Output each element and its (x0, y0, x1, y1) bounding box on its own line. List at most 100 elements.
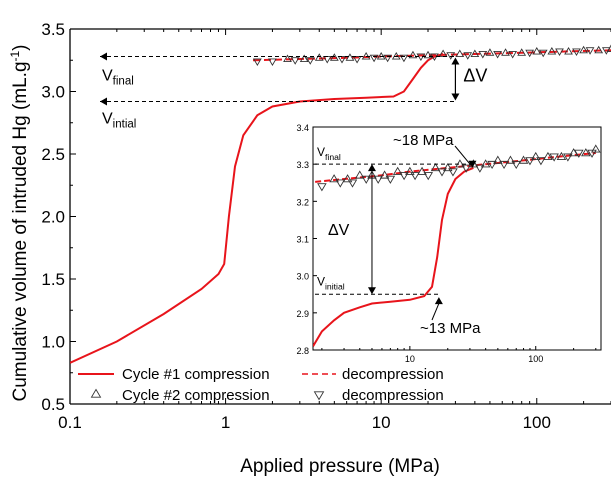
inset-cycle2-decompression-point (385, 175, 396, 184)
y-tick-label: 3.0 (41, 83, 65, 102)
inset-cycle2-compression-point (480, 159, 491, 168)
inset-y-tick-label: 2.8 (296, 346, 309, 356)
inset-x-tick-label: 10 (405, 354, 415, 364)
cycle2-decompression-point (493, 51, 502, 59)
inset-cycle2-compression-point (530, 151, 541, 160)
legend: Cycle #1 compression decompression Cycle #… (78, 366, 444, 404)
inset-cycle2-compression-point (379, 170, 390, 179)
inset-cycle2-compression-point (493, 155, 503, 164)
y-tick-label: 1.0 (41, 333, 65, 352)
inset-cycle2-decompression-point (511, 160, 522, 170)
cycle2-decompression-point (430, 53, 439, 61)
inset-cycle2-compression-point (518, 155, 529, 164)
v-initial-label: Vintial (102, 111, 136, 131)
inset-cycle2-compression-point (591, 144, 601, 153)
inset-cycle2-compression-point (354, 170, 365, 179)
inset-cycle2-decompression-point (335, 179, 346, 188)
cycle2-compression-point (470, 49, 480, 57)
inset-cycle2-decompression-point (549, 153, 559, 162)
inset-y-tick-label: 2.9 (296, 309, 309, 319)
p-high-arrow (468, 160, 477, 168)
cycle2-compression-point (408, 50, 418, 59)
cycle2-compression-point (606, 44, 611, 52)
series-cycle1-compression (70, 53, 444, 364)
cycle2-decompression-point (252, 58, 262, 66)
inset-y-tick-label: 3.1 (296, 235, 309, 245)
y-tick-label: 1.5 (41, 270, 65, 289)
v-final-arrow (100, 52, 107, 61)
inset-cycle2-compression-point (405, 166, 415, 175)
main-chart: 0.5 1.0 1.5 2.0 2.5 3.0 3.5 0.1 1 10 100 Applied pr… (8, 20, 611, 477)
x-axis-label: Applied pressure (MPa) (240, 456, 440, 477)
y-axis-label: Cumulative volume of intruded Hg (mL.g-1… (8, 44, 31, 401)
inset-cycle2-compression-point (543, 151, 553, 160)
plot-area (70, 44, 611, 364)
delta-v-arrow-up (451, 57, 460, 65)
inset-delta-v-label: ΔV (328, 222, 350, 239)
inset-cycle2-decompression-point (437, 168, 447, 177)
inset-v-final-label: Vfinal (317, 145, 341, 162)
inset-plot-area (313, 144, 601, 347)
legend-label: decompression (342, 366, 444, 383)
inset-v-initial-label: Vinitial (317, 274, 345, 291)
v-final-label: Vfinal (102, 68, 134, 88)
cycle2-compression-point (376, 52, 386, 60)
inset-cycle2-compression-point (581, 148, 591, 157)
p-high-arrow-line (454, 145, 471, 166)
cycle2-compression-point (283, 54, 292, 62)
series-cycle1-decompression (252, 49, 611, 62)
cycle2-decompression-point (572, 48, 581, 56)
legend-label: Cycle #1 compression (122, 366, 270, 383)
cycle2-compression-point (455, 49, 465, 57)
inset-cycle2-decompression-point (361, 175, 371, 184)
cycle2-decompression-point (508, 51, 518, 59)
cycle2-compression-point (594, 45, 604, 54)
inset-frame (312, 126, 602, 351)
inset-cycle2-decompression-point (373, 175, 383, 184)
cycle2-compression-point (532, 47, 542, 55)
cycle2-compression-point (423, 50, 433, 59)
y-tick-label: 3.5 (41, 20, 65, 39)
cycle2-decompression-point (478, 51, 488, 59)
cycle2-compression-point (361, 52, 371, 60)
inset-cycle2-decompression-point (563, 153, 573, 162)
legend-swatch-cycle2-decompression (313, 391, 325, 401)
cycle2-compression-point (345, 53, 355, 61)
inset-cycle2-decompression-point (423, 172, 434, 181)
inset-cycle2-compression-point (342, 174, 353, 183)
inset-cycle2-decompression-point (487, 160, 497, 170)
cycle2-decompression-point (268, 58, 277, 66)
inset-y-tick-label: 3.0 (296, 272, 309, 282)
cycle2-decompression-point (555, 48, 564, 56)
inset-cycle2-compression-point (505, 155, 516, 164)
inset-cycle2-compression-point (455, 159, 465, 168)
legend-label: decompression (342, 387, 444, 404)
inset-cycle2-compression-point (329, 174, 339, 183)
v-initial-arrow (100, 97, 107, 106)
cycle2-decompression-point (416, 53, 426, 61)
inset-cycle2-decompression-point (317, 183, 327, 192)
y-tick-label: 0.5 (41, 395, 65, 414)
inset-cycle2-decompression-point (410, 172, 420, 181)
delta-v-arrow-down (451, 93, 460, 101)
delta-v-label: ΔV (463, 66, 487, 86)
inset-delta-v-arrow-up (367, 164, 376, 172)
inset-cycle2-compression-point (417, 166, 427, 175)
cycle2-decompression-point (585, 47, 595, 55)
cycle2-decompression-point (305, 57, 315, 65)
cycle2-compression-point (314, 53, 324, 61)
cycle2-decompression-point (290, 57, 300, 65)
inset-cycle2-decompression-point (461, 164, 471, 173)
cycle2-compression-point (391, 52, 401, 60)
cycle2-decompression-point (369, 54, 379, 63)
inset-cycle2-decompression-point (499, 160, 509, 170)
cycle2-compression-point (485, 48, 495, 56)
x-tick-label: 100 (523, 413, 551, 432)
y-tick-label: 2.0 (41, 208, 65, 227)
inset-cycle2-decompression-point (399, 172, 409, 181)
inset-cycle2-decompression-point (347, 179, 358, 188)
inset-cycle2-compression-point (568, 148, 579, 157)
inset-x-tick-label: 100 (528, 354, 543, 364)
cycle2-decompression-point (525, 49, 535, 58)
